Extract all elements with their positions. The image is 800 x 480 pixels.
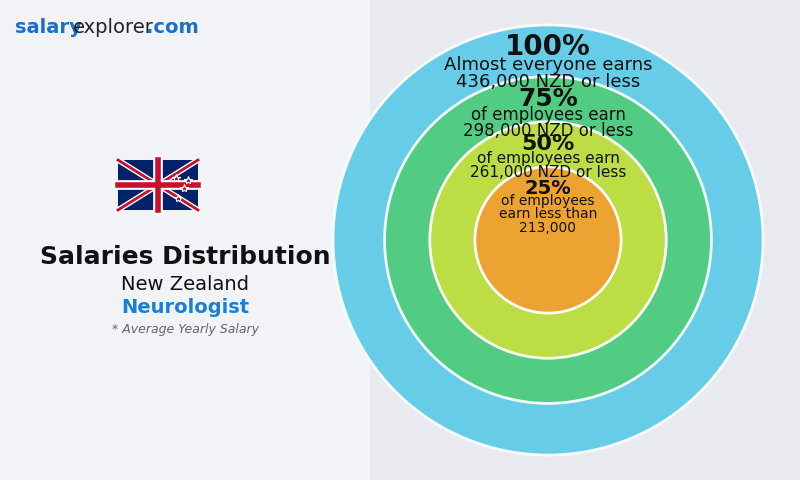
Circle shape <box>385 77 711 403</box>
Circle shape <box>475 167 621 313</box>
Text: of employees earn: of employees earn <box>470 106 626 124</box>
Text: Almost everyone earns: Almost everyone earns <box>444 56 652 74</box>
Text: 100%: 100% <box>505 33 591 61</box>
Text: Neurologist: Neurologist <box>121 298 249 317</box>
Text: 298,000 NZD or less: 298,000 NZD or less <box>463 122 633 140</box>
Text: 50%: 50% <box>522 134 574 154</box>
Bar <box>118 160 198 210</box>
Text: earn less than: earn less than <box>499 207 597 221</box>
Text: .com: .com <box>146 18 198 37</box>
Text: of employees: of employees <box>502 194 594 208</box>
Text: salary: salary <box>15 18 82 37</box>
Text: explorer: explorer <box>73 18 154 37</box>
Text: 261,000 NZD or less: 261,000 NZD or less <box>470 165 626 180</box>
Text: of employees earn: of employees earn <box>477 151 619 166</box>
Bar <box>0 0 370 480</box>
Text: 25%: 25% <box>525 180 571 198</box>
Circle shape <box>430 122 666 358</box>
Text: Salaries Distribution: Salaries Distribution <box>40 245 330 269</box>
Text: 436,000 NZD or less: 436,000 NZD or less <box>456 73 640 91</box>
Text: * Average Yearly Salary: * Average Yearly Salary <box>111 323 258 336</box>
Text: 75%: 75% <box>518 86 578 110</box>
Circle shape <box>333 25 763 455</box>
Text: 213,000: 213,000 <box>519 220 577 235</box>
Text: New Zealand: New Zealand <box>121 275 249 294</box>
